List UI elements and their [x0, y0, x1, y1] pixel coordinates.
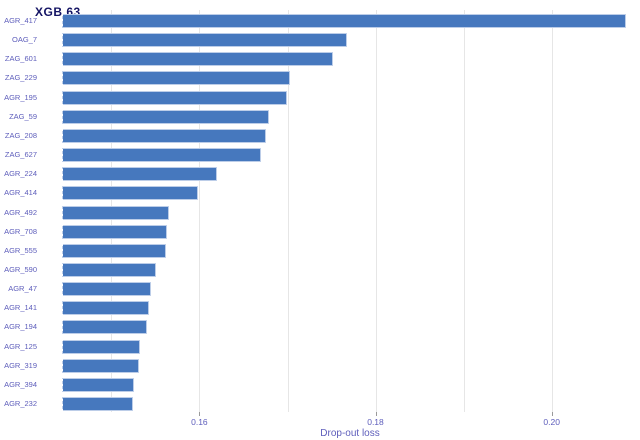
category-label: ZAG_627: [4, 150, 37, 159]
baseline-dashed-line: [62, 14, 63, 411]
category-label: ZAG_59: [9, 111, 37, 121]
bar: [62, 282, 151, 297]
category-label: AGR_195: [4, 92, 37, 102]
gridline: [199, 10, 201, 412]
gridline: [551, 10, 553, 412]
x-tick-mark: [199, 412, 201, 416]
category-label: ZAG_601: [4, 54, 37, 64]
category-label: AGR_319: [4, 360, 37, 370]
category-label: AGR_194: [4, 322, 37, 332]
category-label: AGR_125: [4, 341, 37, 351]
category-label: AGR_417: [4, 16, 37, 25]
bar: [62, 128, 267, 143]
category-label: AGR_232: [4, 399, 37, 408]
category-label: AGR_492: [4, 207, 37, 217]
category-label: ZAG_208: [4, 130, 37, 140]
category-label: AGR_414: [4, 188, 37, 198]
bar: [62, 320, 147, 335]
bar: [62, 205, 170, 220]
category-label: AGR_590: [4, 264, 37, 274]
bar: [62, 52, 334, 67]
gridline: [287, 10, 289, 412]
bar: [62, 224, 167, 239]
bar: [62, 339, 141, 354]
x-tick-label: 0.18: [367, 417, 384, 427]
bar: [62, 397, 133, 411]
bar: [62, 167, 217, 182]
category-label: AGR_141: [4, 303, 37, 313]
bar: [62, 14, 626, 28]
x-tick-mark: [551, 412, 553, 416]
bar: [62, 90, 287, 105]
category-label: OAG_7: [11, 35, 37, 45]
bar: [62, 148, 261, 162]
x-tick-label: 0.20: [543, 417, 560, 427]
gridline: [375, 10, 377, 412]
bar: [62, 358, 139, 373]
bar: [62, 186, 198, 201]
category-label: AGR_708: [4, 226, 37, 236]
category-label: AGR_394: [4, 379, 37, 389]
gridline: [463, 10, 465, 412]
bar: [62, 33, 347, 48]
x-axis-title: Drop-out loss: [320, 428, 380, 439]
category-label: AGR_555: [4, 245, 37, 255]
category-label: AGR_47: [8, 284, 37, 294]
x-tick-label: 0.16: [191, 417, 208, 427]
bar: [62, 243, 166, 258]
bar: [62, 262, 157, 277]
x-tick-mark: [375, 412, 377, 416]
bar: [62, 301, 150, 316]
bar: [62, 71, 291, 86]
bar: [62, 377, 135, 392]
category-label: AGR_224: [4, 169, 37, 179]
category-label: ZAG_229: [4, 73, 37, 83]
bar: [62, 109, 269, 124]
